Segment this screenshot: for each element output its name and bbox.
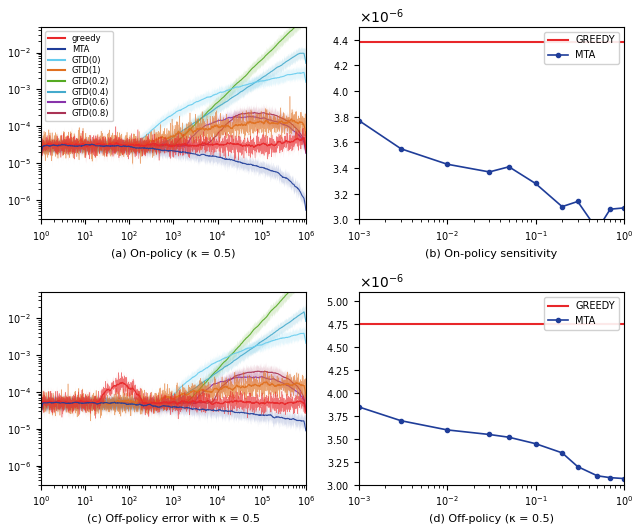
X-axis label: (d) Off-policy (κ = 0.5): (d) Off-policy (κ = 0.5): [429, 514, 554, 524]
MTA: [355, 404, 363, 410]
MTA: [355, 117, 363, 124]
MTA: [558, 203, 566, 210]
MTA: [444, 161, 451, 167]
MTA: [574, 464, 582, 470]
X-axis label: (c) Off-policy error with κ = 0.5: (c) Off-policy error with κ = 0.5: [87, 514, 260, 524]
MTA: [505, 164, 513, 170]
MTA: [532, 181, 540, 187]
Legend: greedy, MTA, GTD(0), GTD(1), GTD(0.2), GTD(0.4), GTD(0.6), GTD(0.8): greedy, MTA, GTD(0), GTD(1), GTD(0.2), G…: [45, 31, 113, 121]
Legend: GREEDY, MTA: GREEDY, MTA: [545, 297, 619, 330]
MTA: [593, 473, 601, 479]
MTA: [397, 145, 405, 152]
MTA: [532, 441, 540, 447]
MTA: [620, 205, 628, 211]
Legend: GREEDY, MTA: GREEDY, MTA: [545, 31, 619, 64]
MTA: [397, 417, 405, 424]
X-axis label: (a) On-policy (κ = 0.5): (a) On-policy (κ = 0.5): [111, 249, 236, 259]
Line: MTA: MTA: [356, 405, 626, 481]
MTA: [486, 169, 493, 175]
MTA: [486, 431, 493, 438]
MTA: [620, 475, 628, 482]
MTA: [606, 474, 614, 481]
X-axis label: (b) On-policy sensitivity: (b) On-policy sensitivity: [425, 249, 557, 259]
MTA: [606, 206, 614, 212]
MTA: [593, 227, 601, 233]
MTA: [558, 450, 566, 456]
Line: MTA: MTA: [356, 118, 626, 232]
MTA: [505, 434, 513, 440]
MTA: [444, 427, 451, 433]
MTA: [574, 198, 582, 204]
